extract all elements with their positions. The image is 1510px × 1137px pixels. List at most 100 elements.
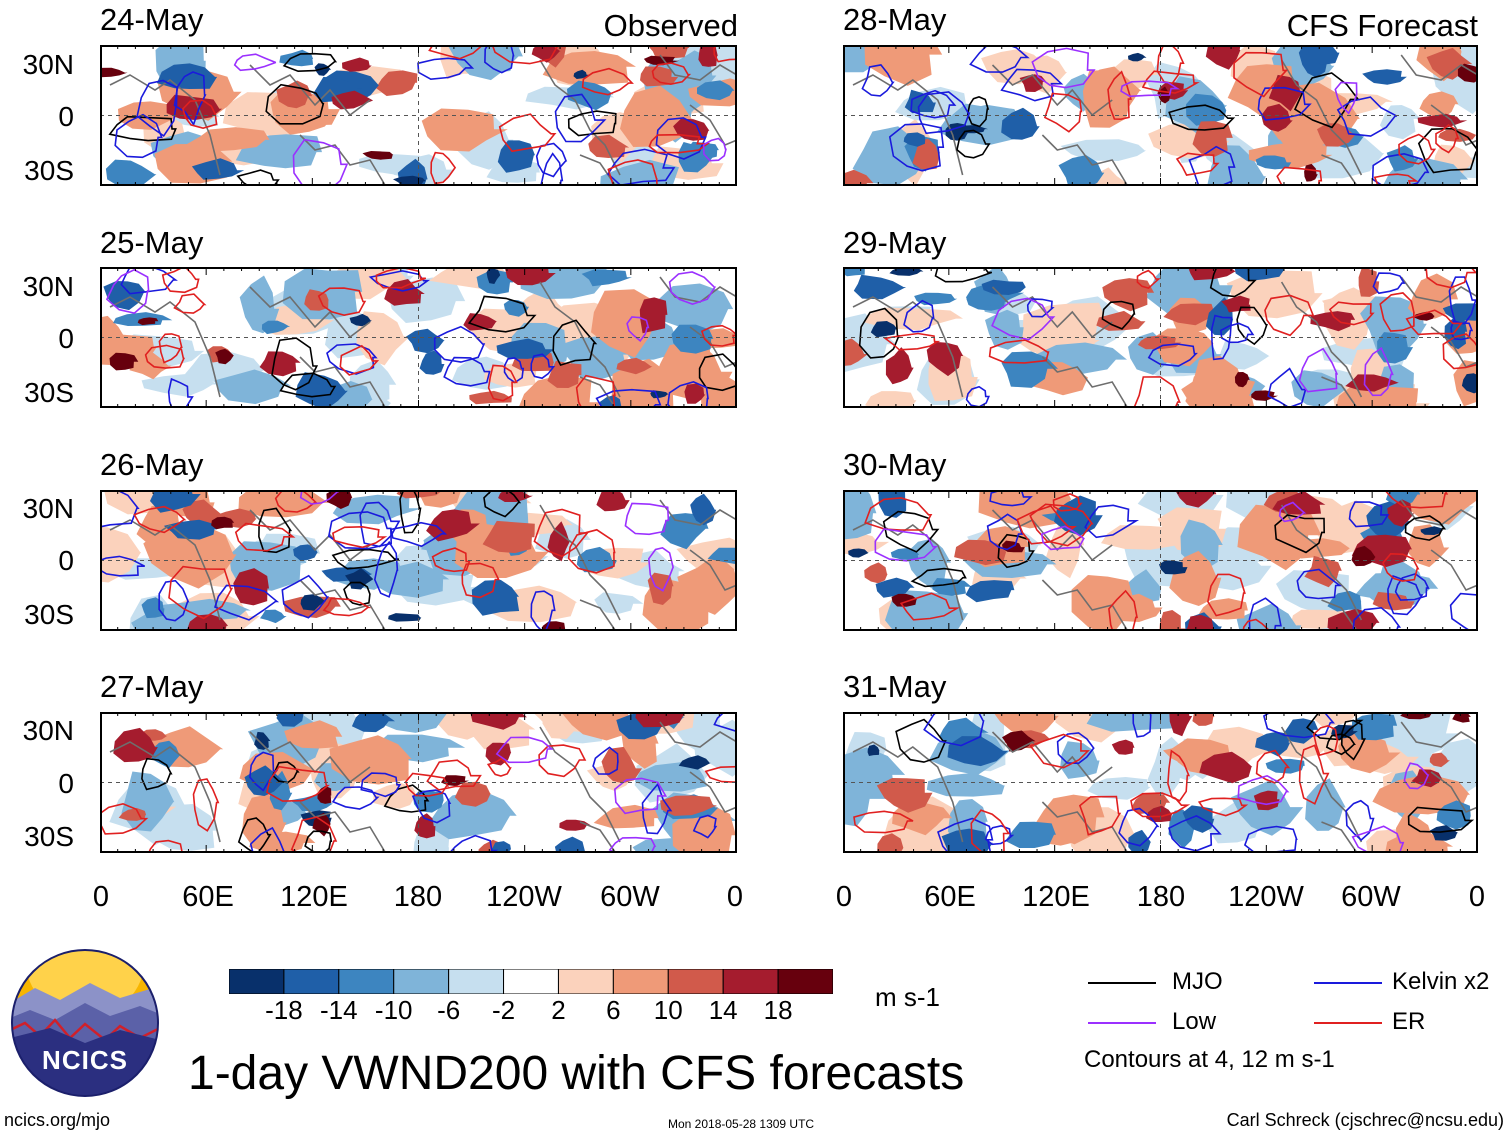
legend-low-line [1088, 1022, 1156, 1024]
lat-label-30n: 30N [22, 715, 74, 746]
panel-date-left-4: 27-May [100, 669, 204, 704]
wind-anomaly-shading [151, 740, 181, 769]
wave-contour-er [1242, 618, 1272, 631]
wind-anomaly-shading [1420, 526, 1443, 535]
wind-anomaly-shading [1188, 267, 1236, 281]
wave-contour-low [292, 138, 349, 186]
wind-anomaly-shading [518, 375, 605, 408]
legend-low-label: Low [1172, 1008, 1217, 1035]
wave-contour-er [265, 765, 330, 802]
legend-kelvin-label: Kelvin x2 [1392, 968, 1490, 995]
wind-anomaly-shading [375, 70, 418, 96]
wave-contour-kel [1448, 276, 1477, 325]
map-panel-left-4 [100, 712, 737, 853]
map-frame [100, 712, 737, 853]
wind-anomaly-shading [143, 522, 237, 589]
wind-anomaly-shading [1137, 335, 1182, 350]
wind-anomaly-shading [329, 735, 412, 785]
wind-anomaly-shading [419, 350, 445, 375]
wind-anomaly-shading [1310, 311, 1356, 332]
wave-contour-low [608, 836, 657, 853]
wind-anomaly-shading [1221, 295, 1251, 313]
wind-anomaly-shading [1163, 746, 1214, 765]
colorbar-swatch [448, 969, 505, 994]
wind-anomaly-shading [1414, 311, 1435, 321]
wind-anomaly-shading [362, 151, 394, 160]
wave-contour-er [1379, 292, 1415, 332]
wave-contour-low [1351, 825, 1405, 853]
wave-contour-low [233, 53, 277, 72]
coastline [1321, 599, 1358, 631]
wind-anomaly-shading [693, 719, 737, 777]
wind-anomaly-shading [1060, 139, 1147, 161]
wave-contour-er [404, 772, 449, 797]
wind-anomaly-shading [1146, 805, 1173, 822]
colorbar-tick-label: 18 [763, 995, 793, 1025]
wave-contour-er [1043, 92, 1083, 133]
map-frame [100, 267, 737, 408]
wave-contour-mjo [265, 83, 325, 125]
colorbar-tick-label: 10 [653, 995, 683, 1025]
wave-contour-er [1133, 376, 1181, 408]
wave-contour-er [648, 133, 711, 154]
wind-anomaly-shading [1175, 490, 1217, 508]
wave-contour-er [1383, 490, 1449, 509]
wind-anomaly-shading [454, 781, 491, 807]
wind-anomaly-shading [471, 579, 520, 616]
wave-contour-low [299, 490, 339, 505]
wind-anomaly-shading [186, 127, 270, 152]
coastline [852, 741, 964, 843]
wind-anomaly-shading [1457, 63, 1478, 83]
wave-contour-kel [1210, 314, 1233, 361]
wind-anomaly-shading [965, 580, 1015, 603]
wave-contour-low [1237, 774, 1290, 806]
wave-contour-mjo [956, 129, 991, 159]
wave-contour-low [624, 502, 670, 536]
wave-contour-kel [1372, 272, 1406, 295]
wind-anomaly-shading [981, 279, 1026, 295]
wind-anomaly-shading [867, 744, 880, 756]
wave-contour-er [988, 339, 1050, 364]
wave-contour-kel [692, 814, 718, 839]
wave-contour-er [100, 802, 149, 835]
wave-contour-kel [1132, 712, 1152, 738]
lat-label-eq: 0 [58, 323, 74, 354]
wave-contour-kel [1084, 504, 1140, 539]
wind-anomaly-shading [118, 808, 147, 821]
wind-anomaly-shading [640, 66, 679, 87]
wave-contour-er [147, 839, 184, 853]
wind-anomaly-shading [1379, 105, 1421, 140]
footer-timestamp: Mon 2018-05-28 1309 UTC [668, 1117, 815, 1131]
wave-contour-er [322, 597, 372, 617]
wave-contour-er [1405, 309, 1463, 336]
wave-contour-er [1107, 70, 1132, 121]
wind-anomaly-shading [214, 369, 291, 405]
wave-contour-low [702, 137, 727, 162]
wave-contour-er [1207, 573, 1246, 617]
wind-anomaly-shading [684, 383, 706, 404]
wind-anomaly-shading [707, 547, 737, 565]
map-frame [843, 712, 1478, 853]
wind-anomaly-shading [588, 134, 630, 158]
colorbar-tick-label: 14 [708, 995, 738, 1025]
wave-contour-kel [360, 772, 402, 798]
wave-contour-kel [158, 579, 190, 622]
wind-anomaly-shading [293, 544, 318, 561]
wave-contour-mjo [108, 115, 177, 142]
wave-contour-low [874, 528, 939, 562]
wave-contour-kel [1257, 86, 1312, 121]
wave-contour-er [290, 816, 338, 853]
wave-contour-er [487, 364, 518, 402]
wave-contour-kel [888, 123, 945, 172]
wave-contour-er [428, 45, 484, 60]
wind-anomaly-shading [376, 712, 447, 733]
footer-url[interactable]: ncics.org/mjo [4, 1110, 111, 1130]
wave-contour-mjo [236, 169, 280, 186]
wind-anomaly-shading [1186, 93, 1227, 126]
wave-contour-low [495, 736, 554, 764]
forecast-column-title: CFS Forecast [1286, 8, 1478, 43]
wave-contour-kel [530, 353, 556, 380]
wind-anomaly-shading [1237, 504, 1322, 571]
wind-anomaly-shading [1086, 712, 1182, 732]
wave-contour-kel [607, 148, 676, 186]
